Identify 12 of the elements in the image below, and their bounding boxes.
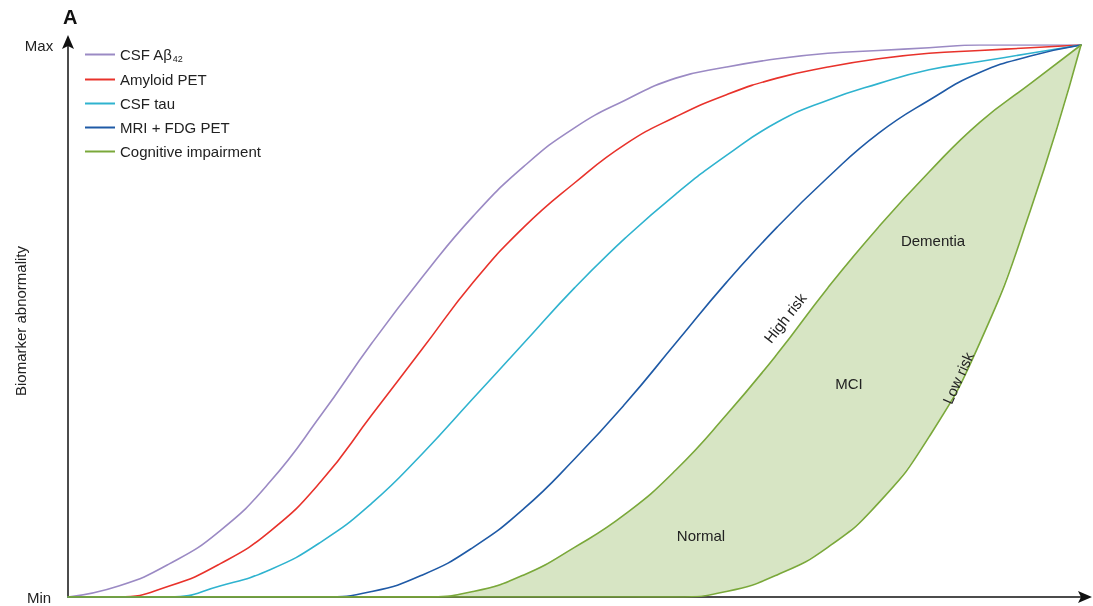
chart-title: A bbox=[63, 6, 78, 28]
legend-label: MRI + FDG PET bbox=[120, 119, 230, 136]
annotation: MCI bbox=[835, 374, 863, 392]
annotation: Dementia bbox=[900, 231, 966, 249]
text: Min bbox=[26, 588, 52, 606]
text: Max bbox=[24, 36, 54, 54]
legend-label: CSF tau bbox=[120, 95, 176, 112]
legend-label: Cognitive impairment bbox=[120, 143, 262, 160]
annotation: Low risk bbox=[939, 348, 978, 407]
annotation: Normal bbox=[676, 526, 726, 544]
legend-label: Amyloid PET bbox=[120, 71, 207, 88]
y-axis-title: Biomarker abnormality bbox=[12, 245, 29, 397]
